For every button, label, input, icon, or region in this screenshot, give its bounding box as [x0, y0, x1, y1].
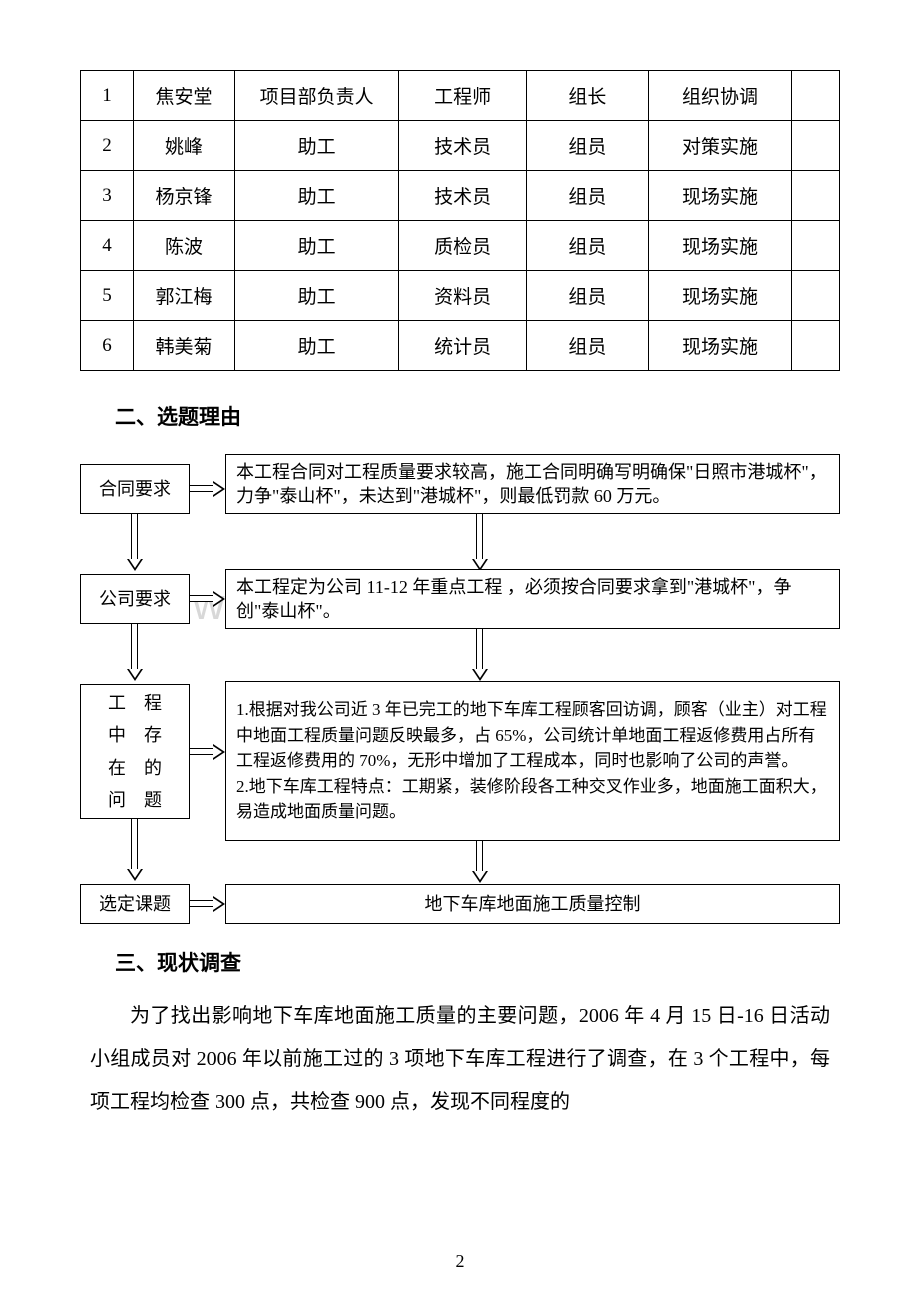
table-cell: 项目部负责人 — [234, 71, 399, 121]
flow-left-problems-l4: 问 题 — [108, 784, 162, 816]
table-cell: 对策实施 — [648, 121, 791, 171]
table-cell: 陈波 — [134, 221, 235, 271]
table-cell: 4 — [81, 221, 134, 271]
table-cell — [792, 221, 840, 271]
table-cell: 组员 — [526, 321, 648, 371]
member-table: 1焦安堂项目部负责人工程师组长组织协调2姚峰助工技术员组员对策实施3杨京锋助工技… — [80, 70, 840, 371]
table-cell: 5 — [81, 271, 134, 321]
page-number: 2 — [0, 1251, 920, 1272]
table-row: 5郭江梅助工资料员组员现场实施 — [81, 271, 840, 321]
table-cell: 现场实施 — [648, 221, 791, 271]
table-cell: 技术员 — [399, 171, 526, 221]
table-cell: 助工 — [234, 271, 399, 321]
table-cell: 技术员 — [399, 121, 526, 171]
table-cell: 现场实施 — [648, 321, 791, 371]
table-row: 2姚峰助工技术员组员对策实施 — [81, 121, 840, 171]
table-cell: 6 — [81, 321, 134, 371]
table-cell: 现场实施 — [648, 271, 791, 321]
table-cell: 组员 — [526, 271, 648, 321]
table-cell: 质检员 — [399, 221, 526, 271]
table-cell: 组员 — [526, 171, 648, 221]
flow-left-company: 公司要求 — [80, 574, 190, 624]
table-cell: 助工 — [234, 171, 399, 221]
table-cell: 助工 — [234, 121, 399, 171]
table-cell: 组员 — [526, 221, 648, 271]
table-cell: 焦安堂 — [134, 71, 235, 121]
flow-right-contract: 本工程合同对工程质量要求较高，施工合同明确写明确保"日照市港城杯"，力争"泰山杯… — [225, 454, 840, 514]
heading-section-3: 三、现状调查 — [115, 947, 840, 977]
flowchart: 合同要求 本工程合同对工程质量要求较高，施工合同明确写明确保"日照市港城杯"，力… — [80, 449, 840, 929]
flow-right-topic: 地下车库地面施工质量控制 — [225, 884, 840, 924]
flow-left-problems: 工 程 中 存 在 的 问 题 — [80, 684, 190, 819]
table-cell: 3 — [81, 171, 134, 221]
flow-left-problems-l3: 在 的 — [108, 752, 162, 784]
table-cell: 姚峰 — [134, 121, 235, 171]
table-cell — [792, 121, 840, 171]
flow-left-topic: 选定课题 — [80, 884, 190, 924]
heading-section-2: 二、选题理由 — [115, 401, 840, 431]
table-cell: 现场实施 — [648, 171, 791, 221]
flow-left-problems-l1: 工 程 — [108, 687, 162, 719]
flow-right-company: 本工程定为公司 11-12 年重点工程 ，必须按合同要求拿到"港城杯"，争创"泰… — [225, 569, 840, 629]
table-cell: 助工 — [234, 321, 399, 371]
table-row: 4陈波助工质检员组员现场实施 — [81, 221, 840, 271]
table-row: 1焦安堂项目部负责人工程师组长组织协调 — [81, 71, 840, 121]
table-cell: 助工 — [234, 221, 399, 271]
flow-left-contract: 合同要求 — [80, 464, 190, 514]
body-paragraph: 为了找出影响地下车库地面施工质量的主要问题，2006 年 4 月 15 日-16… — [80, 995, 840, 1124]
table-row: 6韩美菊助工统计员组员现场实施 — [81, 321, 840, 371]
table-cell: 2 — [81, 121, 134, 171]
flow-left-problems-l2: 中 存 — [108, 719, 162, 751]
table-cell: 1 — [81, 71, 134, 121]
table-cell: 组长 — [526, 71, 648, 121]
table-cell: 韩美菊 — [134, 321, 235, 371]
table-cell — [792, 321, 840, 371]
table-row: 3杨京锋助工技术员组员现场实施 — [81, 171, 840, 221]
table-cell: 郭江梅 — [134, 271, 235, 321]
table-cell: 组织协调 — [648, 71, 791, 121]
table-cell: 资料员 — [399, 271, 526, 321]
table-cell: 杨京锋 — [134, 171, 235, 221]
flow-right-problems: 1.根据对我公司近 3 年已完工的地下车库工程顾客回访调，顾客（业主）对工程中地… — [225, 681, 840, 841]
table-cell — [792, 271, 840, 321]
table-cell: 工程师 — [399, 71, 526, 121]
table-cell — [792, 171, 840, 221]
table-cell: 统计员 — [399, 321, 526, 371]
table-cell: 组员 — [526, 121, 648, 171]
table-cell — [792, 71, 840, 121]
